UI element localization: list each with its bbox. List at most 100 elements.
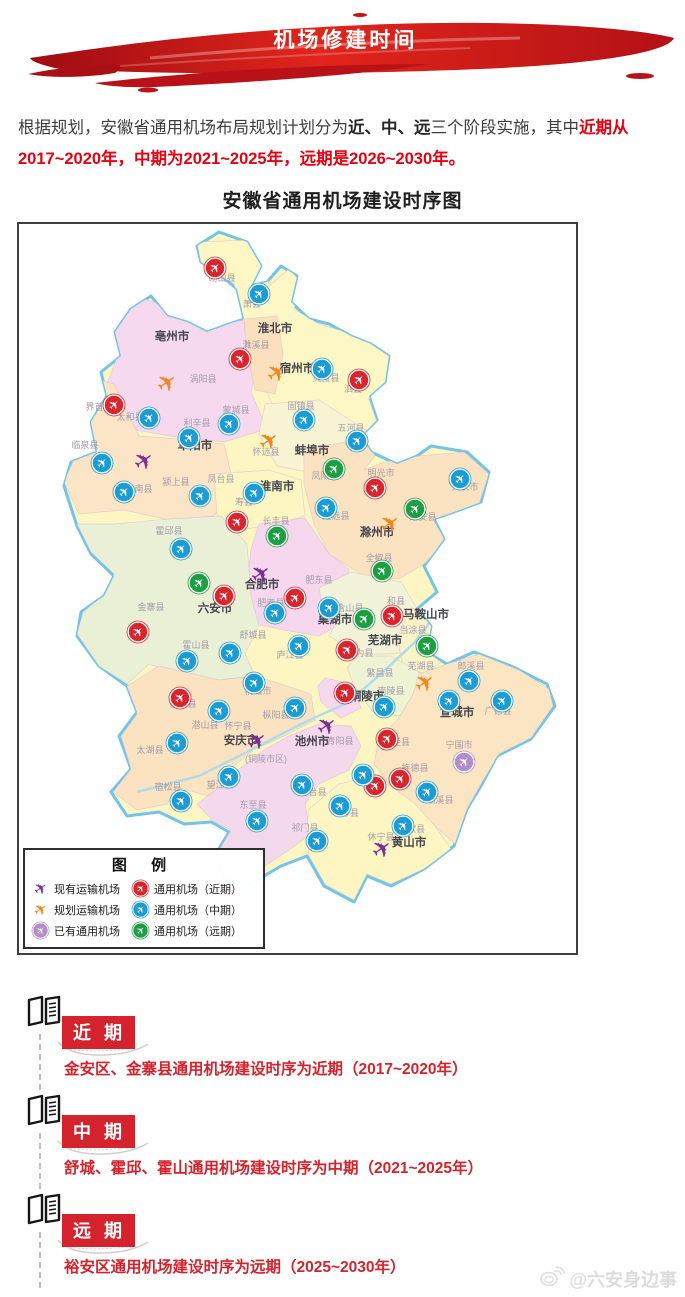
county-label: 绩溪县 [426, 794, 453, 805]
airport-marker-mid: ✈ [218, 641, 242, 665]
near-term-text: 金安区、金寨县通用机场建设时序为近期（2017~2020年） [64, 1061, 468, 1078]
city-label: 蚌埠市 [295, 443, 330, 457]
airport-marker-mid: ✈ [217, 412, 241, 436]
section-near-term: 近 期 金安区、金寨县通用机场建设时序为近期（2017~2020年） [0, 993, 685, 1092]
airport-marker-mid: ✈ [177, 426, 201, 450]
intro-text-2: 近、中、远 [348, 119, 431, 137]
airport-marker-far: ✈ [265, 524, 289, 548]
city-label: 亳州市 [155, 329, 190, 343]
county-label: 望江县 [206, 779, 233, 790]
airport-marker-eg: ✈ [452, 750, 476, 774]
legend-item-general-far: ✈ 通用机场（远期） [131, 920, 257, 941]
intro-paragraph: 根据规划，安徽省通用机场布局规划计划分为近、中、远三个阶段实施，其中近期从201… [18, 113, 667, 175]
county-label: 含山县 [336, 602, 363, 613]
airport-marker-mid: ✈ [137, 406, 161, 430]
airport-marker-mid: ✈ [287, 634, 311, 658]
airport-marker-mid: ✈ [169, 789, 193, 813]
airport-marker-near: ✈ [283, 586, 307, 610]
county-label: 霍邱县 [155, 526, 182, 536]
map-container: 砀山县萧县濉溪县灵璧县泗县涡阳县利辛县蒙城县固镇县五河县怀远县界首市太和县临泉县… [17, 222, 578, 955]
county-label: 无为县 [346, 647, 373, 658]
book-icon [25, 993, 63, 1034]
airport-marker-mid: ✈ [328, 794, 352, 818]
airport-marker-mid: ✈ [263, 601, 287, 625]
county-label: 全椒县 [365, 552, 392, 563]
airport-marker-far: ✈ [415, 634, 439, 658]
legend-item-existing-general: ✈ 已有通用机场 [31, 920, 127, 941]
county-label: 芜湖县 [407, 660, 434, 671]
county-label: 潜山县 [191, 719, 218, 730]
airport-marker-far: ✈ [370, 559, 394, 583]
airport-marker-near: ✈ [363, 476, 387, 500]
intro-text-highlight: 近期从2017~2020年，中期为2021~2025年，远期是2026~2030… [18, 119, 629, 168]
county-label: 涡阳县 [189, 374, 216, 384]
book-icon [25, 1191, 63, 1232]
airport-marker-mid: ✈ [305, 829, 329, 853]
dashed-connector [39, 1034, 41, 1090]
badge-near-term: 近 期 [62, 1016, 136, 1049]
county-label: 利辛县 [183, 417, 210, 428]
county-label: 寿县 [235, 496, 253, 507]
county-label: 固镇县 [287, 400, 314, 411]
county-label: 歙县 [407, 823, 425, 834]
airport-marker-mid: ✈ [457, 669, 481, 693]
county-label: 蒙城县 [222, 404, 249, 415]
city-label: 滁州市 [360, 525, 395, 539]
county-label: 当涂县 [399, 624, 426, 635]
airport-marker-mid: ✈ [351, 763, 375, 787]
county-label: 舒城县 [239, 629, 266, 640]
legend-grid: ✈ 现有运输机场 ✈ 规划运输机场 ✈ 已有通用机场 ✈ 通用机场（近期） ✈ [31, 878, 257, 941]
county-label: 凤台县 [207, 473, 234, 484]
county-label: 定远县 [322, 510, 349, 521]
county-label: 霍山县 [182, 640, 209, 650]
airport-marker-mid: ✈ [188, 484, 212, 508]
planned-transport-airport-icon: ✈ [31, 900, 50, 919]
county-label: 太湖县 [136, 744, 163, 755]
county-label: 濉溪县 [242, 339, 269, 350]
airport-marker-near: ✈ [347, 368, 371, 392]
city-label: 黄山市 [392, 835, 427, 849]
county-label: 阜南县 [125, 483, 152, 494]
county-label: 颍上县 [162, 476, 189, 487]
county-label: 泾县 [392, 736, 410, 747]
city-label: 安庆市 [224, 733, 259, 747]
airport-marker-mid: ✈ [242, 481, 266, 505]
airport-marker-mid: ✈ [372, 695, 396, 719]
legend-title: 图 例 [111, 857, 177, 874]
legend-label: 通用机场（中期） [154, 904, 242, 917]
city-label: 芜湖市 [368, 633, 403, 647]
county-label: 五河县 [337, 422, 364, 433]
general-airport-near-icon: ✈ [131, 879, 150, 898]
airport-marker-near: ✈ [228, 347, 252, 371]
section-far-term: 远 期 裕安区通用机场建设时序为远期（2025~2030年） [0, 1191, 685, 1290]
legend-label: 通用机场（远期） [154, 925, 242, 938]
airport-marker-mid: ✈ [290, 773, 314, 797]
intro-text-1: 根据规划，安徽省通用机场布局规划计划分为 [18, 119, 348, 137]
airport-marker-near: ✈ [335, 638, 359, 662]
airport-marker-mid: ✈ [448, 467, 472, 491]
city-label: 淮南市 [260, 479, 295, 493]
county-label: 怀宁县 [224, 720, 251, 731]
airport-marker-mid: ✈ [245, 809, 269, 833]
banner: 机场修建时间 [0, 0, 685, 100]
county-label: 祁门县 [291, 822, 318, 833]
book-icon [25, 1092, 63, 1133]
city-label: 马鞍山市 [403, 607, 449, 621]
airport-marker-mid: ✈ [317, 596, 341, 620]
county-label: 东至县 [239, 799, 266, 810]
city-label: 宿州市 [280, 361, 315, 375]
airport-marker-far: ✈ [322, 457, 346, 481]
county-label: 宁国市 [445, 739, 472, 750]
banner-title: 机场修建时间 [273, 29, 418, 52]
airport-marker-near: ✈ [203, 256, 227, 280]
county-label: 肥东县 [305, 574, 332, 585]
intro-text-3: 三个阶段实施，其中 [430, 119, 580, 137]
existing-general-airport-icon: ✈ [31, 921, 50, 940]
legend-label: 规划运输机场 [54, 904, 120, 917]
airport-marker-mid: ✈ [283, 696, 307, 720]
far-term-text: 裕安区通用机场建设时序为远期（2025~2030年） [64, 1259, 406, 1276]
airport-marker-near: ✈ [388, 767, 412, 791]
legend-label: 已有通用机场 [54, 925, 120, 938]
legend-item-general-mid: ✈ 通用机场（中期） [131, 899, 257, 920]
timeline-sections: 近 期 金安区、金寨县通用机场建设时序为近期（2017~2020年） 中 期 舒… [0, 993, 685, 1290]
